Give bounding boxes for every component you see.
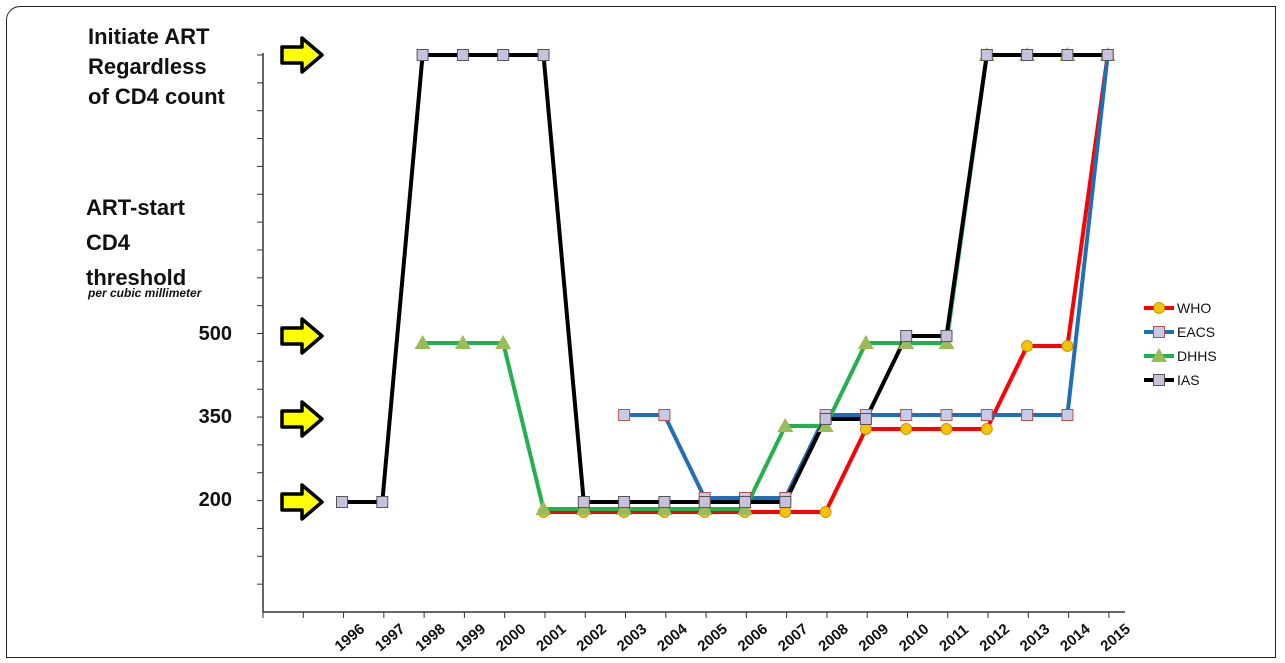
x-tick-label: 2009 <box>856 621 892 655</box>
x-tick-label: 2011 <box>936 621 972 655</box>
series-line-who <box>543 54 1110 514</box>
data-point <box>495 335 512 349</box>
x-tick-label: 2013 <box>1017 621 1053 655</box>
data-point <box>1021 340 1033 352</box>
data-point <box>779 506 792 518</box>
data-point <box>940 423 953 435</box>
legend-label: IAS <box>1177 372 1200 388</box>
x-tick-label: 2000 <box>493 621 529 655</box>
y-tick-200: 200 <box>198 489 232 511</box>
data-point <box>777 418 794 432</box>
data-point <box>698 496 711 508</box>
y-tick-350: 350 <box>198 406 232 428</box>
data-point <box>1153 374 1165 386</box>
legend-swatch <box>1144 374 1174 386</box>
x-tick-label: 1996 <box>332 621 368 655</box>
data-point <box>376 496 389 508</box>
data-point <box>456 49 469 61</box>
data-point <box>857 335 874 349</box>
data-point <box>1021 409 1034 421</box>
legend-label: EACS <box>1177 324 1216 340</box>
x-tick-label: 2001 <box>533 621 569 655</box>
data-point <box>819 413 832 425</box>
data-point <box>900 423 913 435</box>
data-point <box>739 496 751 508</box>
arrow-icon <box>280 483 324 521</box>
data-point <box>535 501 552 515</box>
data-point <box>940 409 953 421</box>
legend-swatch <box>1144 326 1174 338</box>
x-tick-label: 1999 <box>453 621 489 655</box>
data-point <box>900 409 913 421</box>
x-tick-label: 2015 <box>1097 621 1133 655</box>
legend-label: WHO <box>1177 300 1212 316</box>
data-point <box>940 330 953 342</box>
data-point <box>1101 49 1114 61</box>
series-line-dhhs <box>422 53 1108 511</box>
x-tick-label: 1997 <box>372 621 408 655</box>
legend-item-dhhs: DHHS <box>1143 344 1217 368</box>
legend-item-eacs: EACS <box>1143 320 1217 344</box>
y-tick-500: 500 <box>198 323 232 345</box>
arrow-icon <box>280 400 324 438</box>
data-point <box>860 423 872 435</box>
legend-item-ias: IAS <box>1143 368 1217 392</box>
x-tick-label: 2005 <box>694 621 730 655</box>
data-point <box>497 49 510 61</box>
top-level-label: Initiate ART Regardless of CD4 count <box>88 24 225 109</box>
data-point <box>658 496 671 508</box>
y-axis-subtitle: per cubic millimeter <box>88 286 202 300</box>
data-point <box>1061 49 1074 61</box>
arrow-icon <box>280 36 324 74</box>
legend-swatch <box>1144 302 1174 314</box>
data-point <box>819 506 832 518</box>
legend-label: DHHS <box>1177 348 1217 364</box>
chart-frame <box>6 6 1276 658</box>
x-tick-label: 2012 <box>976 621 1012 655</box>
data-point <box>336 496 348 508</box>
data-point <box>980 49 993 61</box>
data-point <box>537 49 550 61</box>
data-point <box>1153 326 1165 338</box>
series-line-ias <box>342 53 1108 504</box>
data-point <box>454 335 471 349</box>
x-tick-label: 2008 <box>815 621 851 655</box>
x-tick-label: 2003 <box>614 621 650 655</box>
x-tick-label: 1998 <box>412 621 448 655</box>
data-point <box>414 335 431 349</box>
data-point <box>859 413 872 425</box>
data-point <box>577 496 590 508</box>
data-point <box>618 409 631 421</box>
x-tick-label: 2006 <box>735 621 771 655</box>
y-axis-title: ART-start CD4 threshold <box>86 195 187 290</box>
data-point <box>1151 348 1167 362</box>
data-point <box>900 330 913 342</box>
x-tick-label: 2004 <box>654 620 691 655</box>
legend-swatch <box>1144 348 1174 362</box>
data-point <box>980 409 993 421</box>
data-point <box>1021 49 1034 61</box>
x-tick-label: 2007 <box>775 621 811 655</box>
data-point <box>980 423 993 435</box>
x-tick-label: 2014 <box>1057 620 1094 655</box>
data-point <box>779 496 792 508</box>
data-point <box>1153 302 1165 314</box>
data-point <box>1061 409 1074 421</box>
x-tick-label: 2002 <box>573 621 609 655</box>
legend-item-who: WHO <box>1143 296 1217 320</box>
data-point <box>1061 340 1074 352</box>
legend: WHO EACS DHHS IAS <box>1143 296 1217 392</box>
data-point <box>658 409 671 421</box>
data-point <box>416 49 429 61</box>
arrow-icon <box>280 317 324 355</box>
data-point <box>618 496 631 508</box>
x-tick-label: 2010 <box>896 621 932 655</box>
